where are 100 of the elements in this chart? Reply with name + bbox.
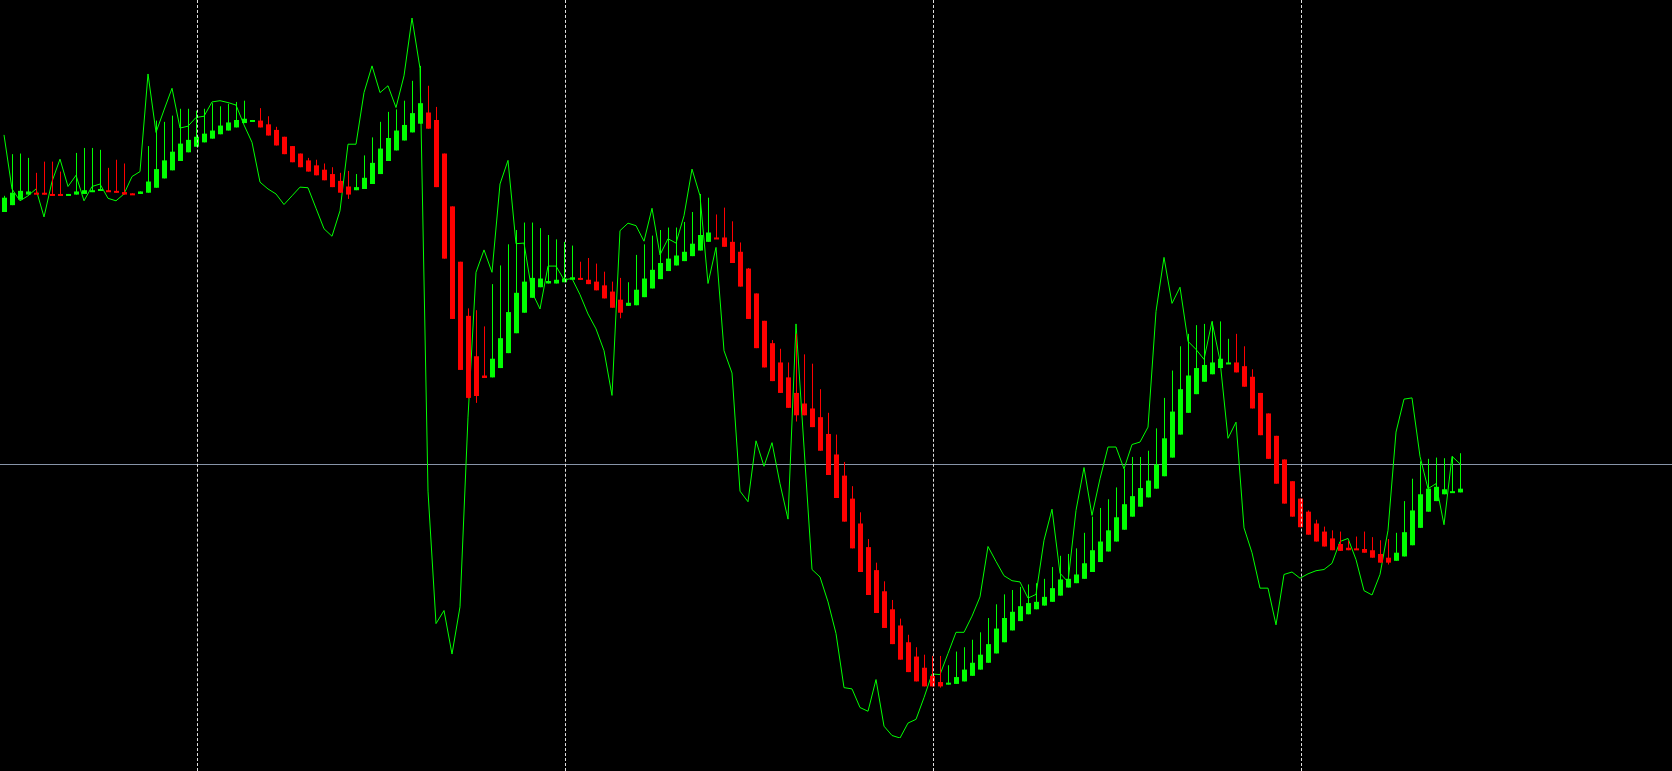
candlestick xyxy=(602,271,607,299)
candlestick xyxy=(1242,345,1247,388)
candlestick xyxy=(346,170,351,200)
candlestick xyxy=(1082,532,1087,580)
candlestick xyxy=(1362,531,1367,554)
candlestick xyxy=(178,108,183,162)
candlestick xyxy=(170,115,175,171)
candlestick xyxy=(1306,509,1311,536)
candlestick xyxy=(1146,450,1151,498)
candlestick xyxy=(1386,538,1391,566)
candlestick xyxy=(706,197,711,243)
candlestick xyxy=(1450,455,1455,494)
candlestick xyxy=(1066,553,1071,589)
candlestick xyxy=(802,353,807,416)
candlestick xyxy=(386,111,391,162)
candlestick xyxy=(938,655,943,689)
candlestick xyxy=(1058,555,1063,597)
candlestick xyxy=(146,145,151,194)
candlestick xyxy=(962,646,967,682)
candlestick xyxy=(10,153,15,206)
candlestick xyxy=(1226,338,1231,365)
candlestick xyxy=(402,100,407,141)
candlestick xyxy=(1050,566,1055,603)
candlestick xyxy=(634,254,639,306)
candlestick xyxy=(650,235,655,289)
candlestick xyxy=(594,263,599,291)
candlestick xyxy=(810,363,815,428)
candlestick xyxy=(946,664,951,686)
candlestick xyxy=(586,257,591,285)
candlestick xyxy=(1434,457,1439,502)
candlestick xyxy=(490,283,495,378)
candlestick xyxy=(90,147,95,193)
candlestick xyxy=(1394,532,1399,562)
candlestick xyxy=(1378,539,1383,564)
candlestick xyxy=(362,154,367,190)
candlestick xyxy=(794,333,799,423)
candlestick xyxy=(1234,333,1239,373)
candlestick xyxy=(1202,323,1207,383)
candlestick xyxy=(978,631,983,671)
candlestick xyxy=(1042,578,1047,607)
candlestick xyxy=(618,277,623,319)
candlestick xyxy=(970,639,975,677)
candlestick xyxy=(1338,531,1343,552)
candlestick xyxy=(210,102,215,140)
candlestick xyxy=(658,229,663,280)
candlestick xyxy=(106,167,111,193)
candlestick xyxy=(610,281,615,309)
candlestick xyxy=(266,115,271,137)
candlestick xyxy=(1442,457,1447,495)
candlestick xyxy=(418,65,423,125)
candlestick xyxy=(626,281,631,307)
candlestick xyxy=(1090,516,1095,573)
candlestick xyxy=(730,220,735,264)
candlestick xyxy=(666,227,671,272)
candlestick xyxy=(674,227,679,266)
candlestick xyxy=(242,100,247,124)
candlestick xyxy=(58,171,63,197)
candlestick xyxy=(82,147,87,195)
candlestick xyxy=(226,103,231,132)
candlestick xyxy=(698,193,703,252)
candlestick xyxy=(714,213,719,240)
candlestick xyxy=(570,245,575,281)
candlestick xyxy=(34,172,39,195)
candlestick xyxy=(98,149,103,192)
candlestick xyxy=(1098,507,1103,563)
candlestick xyxy=(410,80,415,133)
candlestick xyxy=(682,221,687,262)
candlestick xyxy=(1210,320,1215,375)
candlestick xyxy=(1314,519,1319,543)
candlestick xyxy=(1034,582,1039,610)
candlestick xyxy=(1074,547,1079,584)
candlestick xyxy=(722,207,727,248)
candlestick xyxy=(162,121,167,179)
candlestick xyxy=(1010,589,1015,631)
candlestick xyxy=(42,161,47,196)
candlestick xyxy=(186,108,191,153)
candlestick xyxy=(234,101,239,128)
candlestick xyxy=(1026,583,1031,615)
candlestick xyxy=(1218,320,1223,369)
candlestick xyxy=(922,654,927,687)
candlestick xyxy=(538,227,543,288)
candlestick xyxy=(74,152,79,196)
candlestick xyxy=(986,617,991,664)
candlestick xyxy=(1138,456,1143,508)
candlestick xyxy=(954,651,959,685)
candlestick xyxy=(394,108,399,151)
candlestick xyxy=(26,157,31,196)
candlestick xyxy=(370,136,375,185)
candlestick xyxy=(202,108,207,143)
candlestick xyxy=(1106,498,1111,552)
candlestick xyxy=(218,105,223,135)
candlestick xyxy=(578,261,583,281)
candlestick xyxy=(122,162,127,196)
candlestick xyxy=(154,120,159,189)
candlestick xyxy=(530,222,535,299)
candlestick xyxy=(1018,586,1023,622)
candlestick xyxy=(338,172,343,194)
candlestick xyxy=(642,243,647,298)
candlestick xyxy=(690,211,695,257)
candlestick xyxy=(1426,458,1431,513)
